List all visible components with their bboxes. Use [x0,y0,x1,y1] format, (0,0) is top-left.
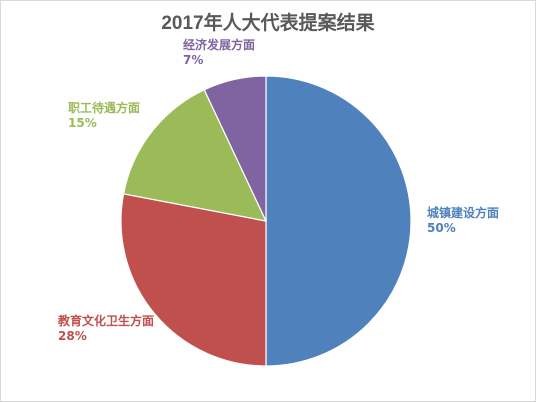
slice-label-economic-development: 经济发展方面 7% [183,38,256,67]
slice-label-education-culture-health: 教育文化卫生方面 28% [58,314,155,343]
slice-education-culture-health [120,193,267,367]
slice-label-urban-construction: 城镇建设方面 50% [427,206,500,235]
slice-economic-development [203,75,267,222]
chart-title: 2017年人大代表提案结果 [161,13,375,34]
slice-worker-benefits [122,89,268,222]
slice-urban-construction [265,75,412,367]
slice-label-worker-benefits: 职工待遇方面 15% [68,101,141,130]
